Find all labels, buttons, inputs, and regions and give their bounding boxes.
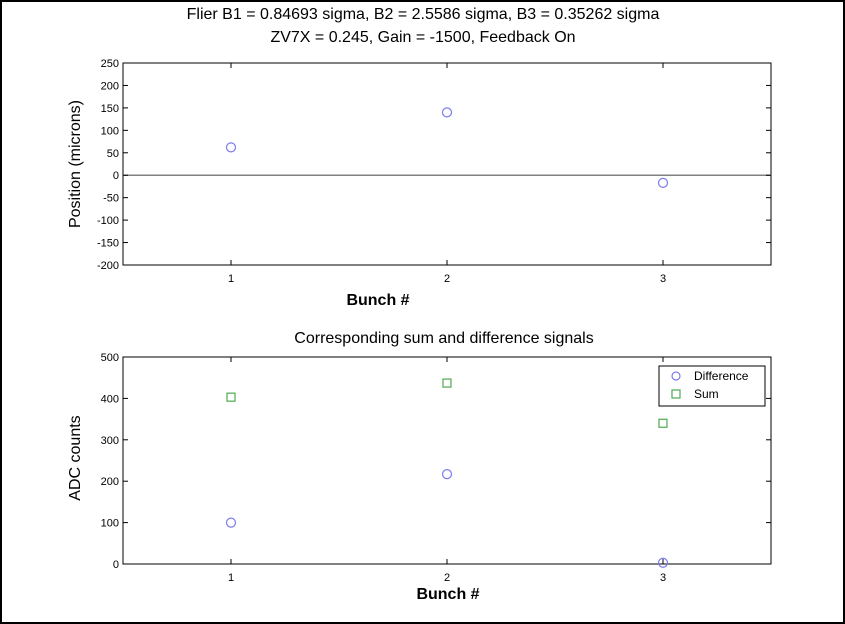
adc-plot-ylabel: ADC counts <box>67 415 84 500</box>
adc-ytick-label: 100 <box>101 518 119 530</box>
adc-ytick-label: 300 <box>101 435 119 447</box>
position-ytick-label: 50 <box>107 148 119 160</box>
position-ytick-label: -50 <box>103 193 119 205</box>
adc-xtick-label: 2 <box>444 572 450 584</box>
adc-xtick-label: 1 <box>228 572 234 584</box>
adc-ytick-label: 0 <box>113 559 119 571</box>
adc-difference-point <box>441 469 453 480</box>
position-ytick-label: 100 <box>101 125 119 137</box>
position-ytick-label: -150 <box>97 238 119 250</box>
adc-difference-point <box>225 517 237 528</box>
adc-sum-point <box>226 392 236 402</box>
adc-plot-title: Corresponding sum and difference signals <box>294 330 593 347</box>
position-position-point <box>657 177 669 188</box>
position-ytick-label: -200 <box>97 260 119 272</box>
position-xtick-label: 3 <box>660 273 666 285</box>
adc-ytick-label: 200 <box>101 476 119 488</box>
position-xtick-label: 1 <box>228 273 234 285</box>
adc-plot-xlabel: Bunch # <box>416 586 479 603</box>
adc-sum-point <box>442 378 452 388</box>
position-plot-frame <box>122 62 772 266</box>
position-position-point <box>441 107 453 118</box>
position-ytick-label: 250 <box>101 58 119 70</box>
legend-difference-marker <box>671 371 681 381</box>
legend-sum-marker <box>671 389 681 399</box>
position-plot-xlabel: Bunch # <box>346 292 409 309</box>
position-ytick-label: 200 <box>101 80 119 92</box>
adc-ytick-label: 500 <box>101 352 119 364</box>
legend-sum-label: Sum <box>694 387 719 401</box>
legend-difference-label: Difference <box>694 369 749 383</box>
position-ytick-label: 150 <box>101 103 119 115</box>
adc-plot: Corresponding sum and difference signals… <box>67 330 772 603</box>
adc-xtick-label: 3 <box>660 572 666 584</box>
position-position-point <box>225 142 237 153</box>
adc-ytick-label: 400 <box>101 393 119 405</box>
position-xtick-label: 2 <box>444 273 450 285</box>
figure-title-line1: Flier B1 = 0.84693 sigma, B2 = 2.5586 si… <box>187 6 660 23</box>
adc-sum-point <box>658 418 668 428</box>
position-ytick-label: 0 <box>113 170 119 182</box>
legend-box <box>658 365 766 407</box>
adc-difference-point <box>657 557 669 568</box>
figure-title-line2: ZV7X = 0.245, Gain = -1500, Feedback On <box>270 29 575 46</box>
position-plot: Bunch # Position (microns) -200 -150 -100 -… <box>67 58 772 309</box>
adc-plot-legend: Difference Sum <box>658 365 766 407</box>
position-ytick-label: -100 <box>97 215 119 227</box>
position-plot-ylabel: Position (microns) <box>67 100 84 228</box>
